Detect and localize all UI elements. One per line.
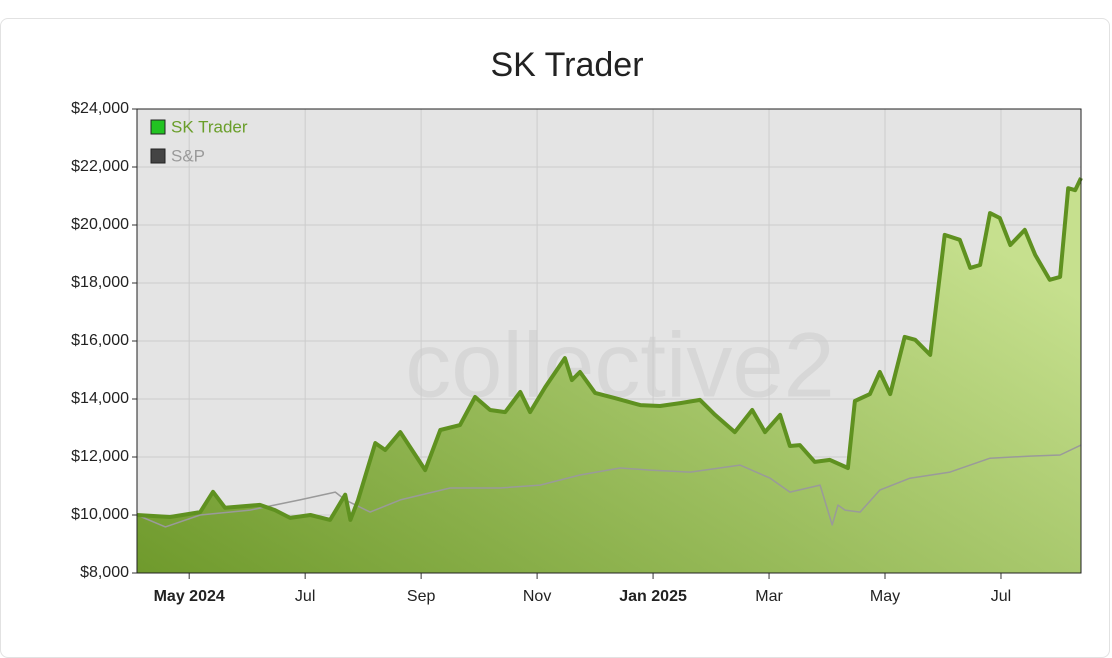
plot-border (136, 108, 1082, 574)
chart: SK Trader collective2$8,000$10,000$12,00… (71, 46, 1083, 605)
legend-swatch (150, 148, 166, 164)
x-tick-label: Sep (407, 588, 436, 605)
y-tick-label: $12,000 (71, 448, 129, 465)
line (136, 177, 1083, 522)
chart-title: SK Trader (490, 46, 643, 84)
y-tick-label: $22,000 (71, 158, 129, 175)
x-tick-label: Jan 2025 (619, 588, 687, 605)
line (136, 444, 1082, 528)
x-tick-label: May 2024 (154, 588, 225, 605)
legend-swatch (150, 119, 166, 135)
x-tick-label: Jul (295, 588, 315, 605)
legend-label: SK Trader (171, 117, 248, 136)
y-tick-label: $8,000 (80, 564, 129, 581)
y-tick-label: $10,000 (71, 506, 129, 523)
x-tick-label: Nov (523, 588, 551, 605)
y-tick-label: $18,000 (71, 274, 129, 291)
y-tick-label: $14,000 (71, 390, 129, 407)
area (137, 178, 1081, 573)
legend-label: S&P (171, 146, 205, 165)
x-tick-label: Mar (755, 588, 783, 605)
x-tick-label: Jul (991, 588, 1011, 605)
x-tick-label: May (870, 588, 900, 605)
y-tick-label: $24,000 (71, 100, 129, 117)
y-tick-label: $16,000 (71, 332, 129, 349)
y-tick-label: $20,000 (71, 216, 129, 233)
